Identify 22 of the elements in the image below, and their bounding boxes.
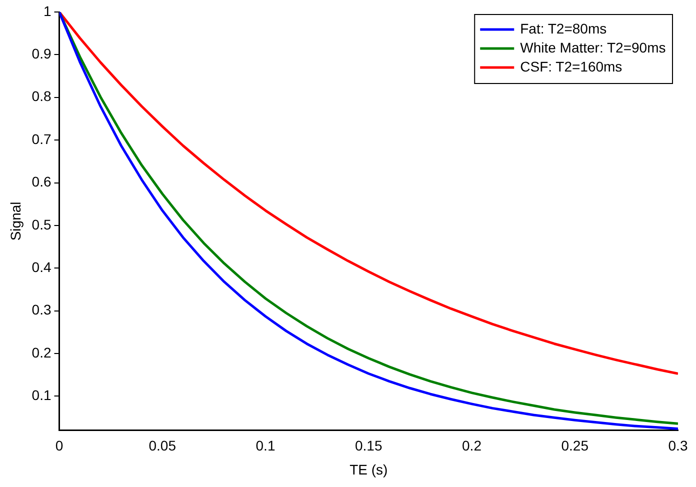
x-tick-label: 0.1 — [256, 438, 276, 454]
y-tick-label: 0.3 — [32, 302, 52, 318]
y-tick-label: 0.8 — [32, 88, 52, 104]
x-tick-label: 0.15 — [355, 438, 382, 454]
y-tick-label: 0.1 — [32, 387, 52, 404]
y-tick-label: 0.9 — [32, 46, 52, 62]
y-axis-title: Signal — [7, 202, 24, 241]
x-tick-label: 0 — [55, 438, 64, 454]
y-tick-label: 0.2 — [32, 344, 52, 360]
x-tick-label: 0.3 — [668, 438, 688, 454]
legend-label: Fat: T2=80ms — [520, 20, 607, 36]
legend-label: CSF: T2=160ms — [520, 58, 622, 74]
x-tick-label: 0.2 — [462, 438, 482, 454]
y-tick-label: 1 — [43, 2, 52, 19]
x-tick-label: 0.25 — [561, 438, 589, 454]
y-tick-label: 0.4 — [32, 259, 52, 276]
y-tick-label: 0.6 — [32, 174, 52, 190]
y-tick-label: 0.7 — [32, 130, 52, 147]
legend-label: White Matter: T2=90ms — [520, 39, 666, 56]
x-axis-title: TE (s) — [350, 461, 388, 478]
x-tick-label: 0.05 — [148, 438, 176, 454]
y-tick-label: 0.5 — [32, 216, 52, 232]
